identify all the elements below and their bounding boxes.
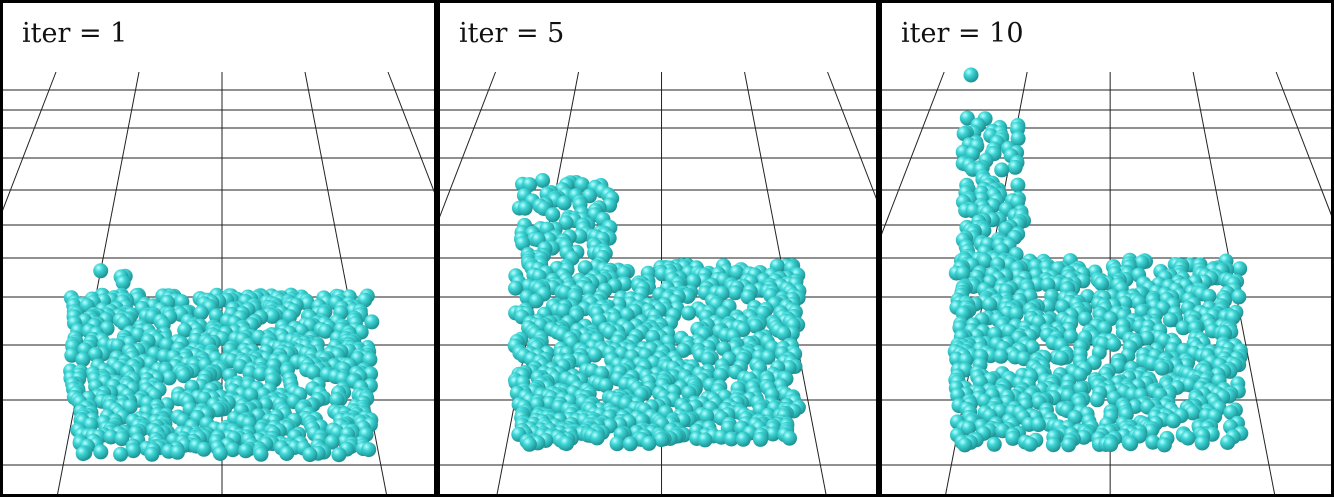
particle [957,437,972,452]
particle [623,436,638,451]
particle [1094,276,1109,291]
particle [93,444,108,459]
particle [113,447,128,462]
particle [93,263,108,278]
particle [1010,178,1025,193]
panels: iter = 1 iter = 5 iter = 10 [0,0,1334,497]
particle [170,445,185,460]
particle [590,430,605,445]
particle [1232,261,1247,276]
particle [994,162,1009,177]
particle [1061,437,1076,452]
particle [116,275,131,290]
particle [1157,437,1172,452]
panel-label: iter = 1 [22,18,127,49]
particle [610,436,625,451]
figure: iter = 1 iter = 5 iter = 10 [0,0,1334,497]
particle [302,447,317,462]
particle [522,437,537,452]
particle [254,447,269,462]
particle [545,207,560,222]
particle [1090,392,1105,407]
particle [559,436,574,451]
panel-label: iter = 10 [901,18,1024,49]
particle [1054,351,1069,366]
particle [518,201,533,216]
particle [126,443,141,458]
particle [1005,431,1020,446]
particle [331,447,346,462]
particle [196,442,211,457]
panel-label: iter = 5 [459,18,564,49]
particle [361,442,376,457]
particle [982,297,997,312]
particle [1231,289,1246,304]
particle [1154,361,1169,376]
particle [144,447,159,462]
particle [641,436,656,451]
particle [1181,431,1196,446]
particle [964,68,979,83]
particle [213,446,228,461]
particle [1103,437,1118,452]
particle [782,431,797,446]
particle [736,432,751,447]
particle [993,349,1008,364]
particle [1023,437,1038,452]
particle [1220,435,1235,450]
particle [238,443,253,458]
particle [1031,417,1046,432]
particle [279,446,294,461]
particle [1195,436,1210,451]
particle [728,285,743,300]
particle [681,306,696,321]
particle [1163,312,1178,327]
particle [1166,413,1181,428]
particle [987,437,1002,452]
particle [76,446,91,461]
particle [1123,436,1138,451]
particle [1008,160,1023,175]
particle [1046,437,1061,452]
particle [557,196,572,211]
particle [1106,337,1121,352]
particle [753,432,768,447]
particle [698,432,713,447]
